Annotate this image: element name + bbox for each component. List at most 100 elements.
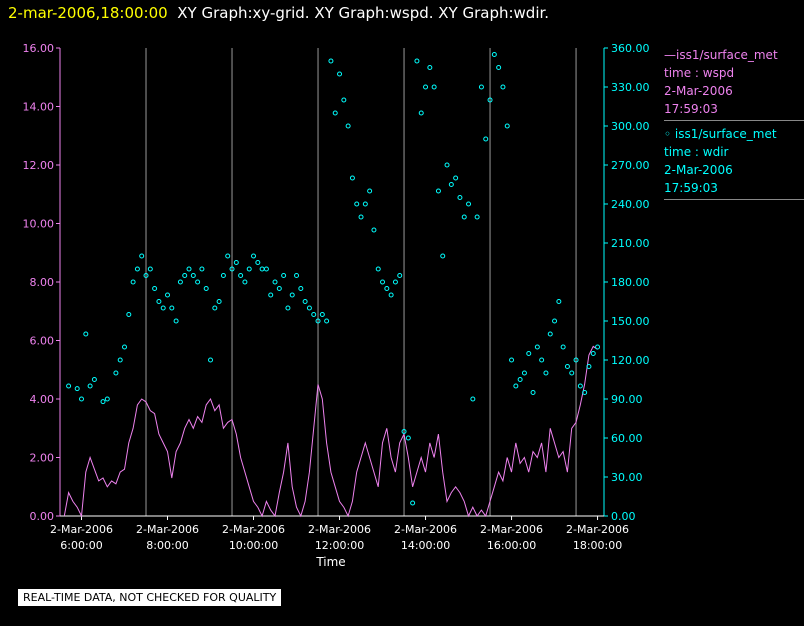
wdir-point-31 bbox=[212, 305, 218, 311]
wdir-point-113 bbox=[564, 364, 570, 369]
wdir-point-52 bbox=[302, 299, 308, 304]
wdir-point-18 bbox=[156, 299, 162, 304]
wdir-point-29 bbox=[203, 286, 209, 291]
x-tick-date-4: 2-Mar-2006 bbox=[394, 523, 457, 536]
wdir-point-14 bbox=[139, 253, 145, 259]
wdir-point-13 bbox=[134, 266, 140, 272]
right-y-axis: 0.00 30.00 60.00 90.00 120.00 150.00 180.00 210… bbox=[603, 42, 650, 523]
wdir-point-87 bbox=[453, 175, 459, 181]
wdir-point-104 bbox=[526, 351, 532, 356]
left-tick-label-6: 12.00 bbox=[23, 159, 55, 172]
wdir-point-59 bbox=[332, 110, 338, 116]
graph-names-label: XY Graph:xy-grid. XY Graph:wspd. XY Grap… bbox=[177, 4, 550, 22]
wdir-point-73 bbox=[392, 279, 398, 285]
left-tick-label-7: 14.00 bbox=[23, 101, 55, 114]
right-tick-label-10: 300.00 bbox=[611, 120, 650, 133]
wdir-point-100 bbox=[509, 357, 515, 363]
x-tick-time-5: 16:00:00 bbox=[487, 539, 536, 552]
right-tick-label-8: 240.00 bbox=[611, 198, 650, 211]
wdir-point-120 bbox=[595, 344, 601, 350]
right-tick-label-6: 180.00 bbox=[611, 276, 650, 289]
wdir-point-105 bbox=[530, 390, 536, 395]
wdir-point-11 bbox=[126, 312, 132, 317]
wspd-series bbox=[63, 345, 598, 518]
wdir-point-27 bbox=[195, 279, 201, 285]
legend-wspd-date: 2-Mar-2006 bbox=[664, 84, 733, 98]
right-tick-label-12: 360.00 bbox=[611, 42, 650, 55]
wdir-point-118 bbox=[586, 364, 592, 369]
wdir-point-57 bbox=[324, 318, 330, 324]
wdir-point-92 bbox=[474, 214, 480, 220]
wdir-point-102 bbox=[517, 377, 523, 382]
wdir-point-35 bbox=[229, 266, 235, 272]
wdir-series bbox=[66, 52, 601, 506]
x-axis: 2-Mar-2006 6:00:00 2-Mar-2006 8:00:00 2-Mar-… bbox=[50, 515, 629, 552]
wdir-point-50 bbox=[294, 273, 300, 278]
wdir-point-60 bbox=[337, 71, 343, 77]
timestamp-label: 2-mar-2006,18:00:00 bbox=[8, 4, 168, 22]
wdir-point-96 bbox=[491, 52, 497, 57]
left-tick-label-3: 6.00 bbox=[30, 335, 55, 348]
wdir-point-66 bbox=[362, 201, 368, 207]
wdir-point-111 bbox=[556, 299, 562, 304]
wdir-point-53 bbox=[306, 305, 312, 311]
x-tick-time-1: 8:00:00 bbox=[146, 539, 188, 552]
legend-entry-wspd: —iss1/surface_met time : wspd 2-Mar-2006… bbox=[664, 46, 804, 121]
wdir-point-75 bbox=[401, 429, 407, 434]
wdir-point-71 bbox=[384, 286, 390, 291]
wdir-point-76 bbox=[405, 435, 411, 441]
wdir-point-5 bbox=[91, 377, 97, 382]
x-tick-date-2: 2-Mar-2006 bbox=[222, 523, 285, 536]
x-tick-time-0: 6:00:00 bbox=[60, 539, 102, 552]
wdir-point-107 bbox=[539, 357, 545, 363]
wdir-point-97 bbox=[496, 65, 502, 70]
wdir-point-49 bbox=[289, 292, 295, 298]
grid-lines bbox=[145, 48, 577, 516]
wdir-point-0 bbox=[66, 383, 72, 389]
wdir-point-78 bbox=[414, 58, 420, 64]
wdir-point-69 bbox=[375, 266, 381, 272]
wdir-point-112 bbox=[560, 344, 566, 350]
wdir-point-16 bbox=[147, 266, 153, 272]
wdir-point-1 bbox=[74, 386, 80, 392]
left-tick-label-4: 8.00 bbox=[30, 276, 55, 289]
wdir-point-103 bbox=[521, 370, 527, 376]
x-axis-label: Time bbox=[315, 555, 345, 569]
wdir-point-22 bbox=[173, 318, 179, 324]
wdir-point-23 bbox=[177, 279, 183, 285]
wdir-point-79 bbox=[418, 110, 424, 116]
legend-wdir-source: ◦ iss1/surface_met bbox=[664, 127, 777, 141]
wdir-point-110 bbox=[552, 318, 558, 324]
wdir-point-37 bbox=[238, 273, 244, 278]
wdir-point-58 bbox=[328, 58, 334, 64]
wdir-point-25 bbox=[186, 266, 192, 272]
wdir-point-43 bbox=[263, 266, 269, 272]
wdir-point-36 bbox=[233, 260, 239, 265]
wdir-point-47 bbox=[281, 273, 287, 278]
wdir-point-41 bbox=[255, 260, 261, 265]
wdir-point-67 bbox=[367, 188, 373, 194]
wdir-point-98 bbox=[500, 84, 506, 90]
wdir-point-12 bbox=[130, 279, 136, 285]
right-tick-label-4: 120.00 bbox=[611, 354, 650, 367]
x-tick-time-4: 14:00:00 bbox=[401, 539, 450, 552]
wdir-point-85 bbox=[444, 162, 450, 168]
wdir-point-106 bbox=[534, 344, 540, 350]
wdir-point-20 bbox=[165, 292, 171, 298]
wdir-point-65 bbox=[358, 214, 364, 220]
wdir-point-42 bbox=[259, 266, 265, 272]
wdir-point-40 bbox=[251, 253, 257, 259]
wdir-point-19 bbox=[160, 305, 166, 311]
x-tick-date-0: 2-Mar-2006 bbox=[50, 523, 113, 536]
wdir-point-46 bbox=[276, 286, 282, 291]
right-tick-label-1: 30.00 bbox=[611, 471, 643, 484]
wdir-point-90 bbox=[466, 201, 472, 207]
left-tick-label-5: 10.00 bbox=[23, 218, 55, 231]
wdir-point-108 bbox=[543, 370, 549, 376]
legend-wdir-date: 2-Mar-2006 bbox=[664, 163, 733, 177]
right-tick-label-7: 210.00 bbox=[611, 237, 650, 250]
wdir-point-84 bbox=[440, 253, 446, 259]
wdir-point-3 bbox=[83, 331, 89, 337]
data-quality-note: REAL-TIME DATA, NOT CHECKED FOR QUALITY bbox=[18, 589, 282, 606]
right-tick-label-2: 60.00 bbox=[611, 432, 643, 445]
